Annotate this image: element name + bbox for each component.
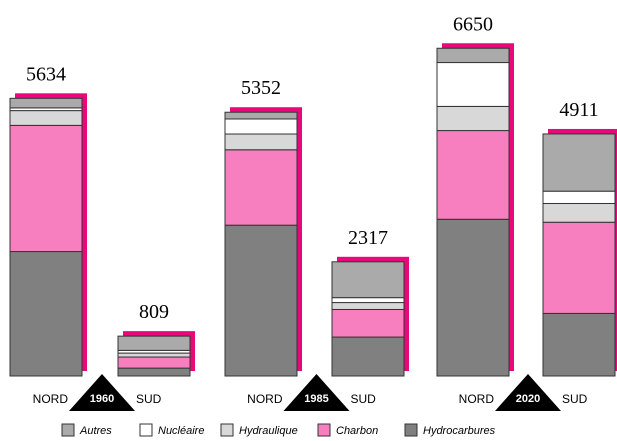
x-tick-label: NORD [247, 392, 283, 406]
year-triangle [69, 374, 135, 411]
year-triangle [495, 374, 561, 411]
bar-segment [9, 251, 83, 377]
bar-segment [436, 47, 510, 64]
total-label: 5634 [26, 63, 66, 85]
bar-segment [542, 312, 616, 377]
bar-segment [331, 297, 405, 304]
legend-swatch [139, 423, 153, 437]
legend-label: Nucléaire [158, 425, 204, 437]
total-label: 4911 [559, 99, 598, 121]
bar-segment [117, 367, 191, 377]
bar-segment [436, 218, 510, 377]
bar-segment [542, 190, 616, 205]
total-label: 5352 [241, 77, 281, 99]
bar-segment [9, 110, 83, 126]
bar-segment [117, 352, 191, 358]
bar-segment [331, 336, 405, 377]
bar-segment [224, 149, 298, 226]
bar-segment [9, 124, 83, 253]
total-label: 6650 [453, 13, 493, 35]
bar-segment [117, 335, 191, 351]
x-tick-label: NORD [33, 392, 69, 406]
total-label: 2317 [348, 227, 388, 249]
bar-segment [542, 203, 616, 223]
bar-segment [331, 302, 405, 310]
bar-segment [331, 261, 405, 299]
bar-segment [436, 105, 510, 132]
bar-segment [224, 133, 298, 151]
x-tick-label: SUD [136, 392, 162, 406]
x-tick-label: SUD [562, 392, 588, 406]
x-tick-label: NORD [459, 392, 495, 406]
bar-segment [436, 130, 510, 220]
bar-segment [436, 62, 510, 107]
legend-label: Autres [79, 425, 112, 437]
bar-segment [331, 308, 405, 338]
year-triangle [283, 374, 350, 411]
bar-segment [117, 356, 191, 369]
bar-segment [224, 118, 298, 135]
x-tick-label: SUD [351, 392, 377, 406]
year-label: 1960 [90, 393, 114, 405]
total-label: 809 [139, 301, 169, 323]
bar-segment [542, 133, 616, 192]
legend-label: Hydrocarbures [423, 425, 496, 437]
legend-swatch [317, 423, 331, 437]
bar-segment [224, 111, 298, 120]
legend-swatch [61, 423, 75, 437]
legend-label: Hydraulique [239, 425, 298, 437]
bar-segment [542, 221, 616, 314]
bar-segment [224, 224, 298, 377]
year-label: 2020 [516, 393, 540, 405]
legend-label: Charbon [336, 425, 378, 437]
legend-swatch [220, 423, 234, 437]
year-label: 1985 [304, 393, 328, 405]
legend-swatch [404, 423, 418, 437]
bar-segment [9, 97, 83, 109]
